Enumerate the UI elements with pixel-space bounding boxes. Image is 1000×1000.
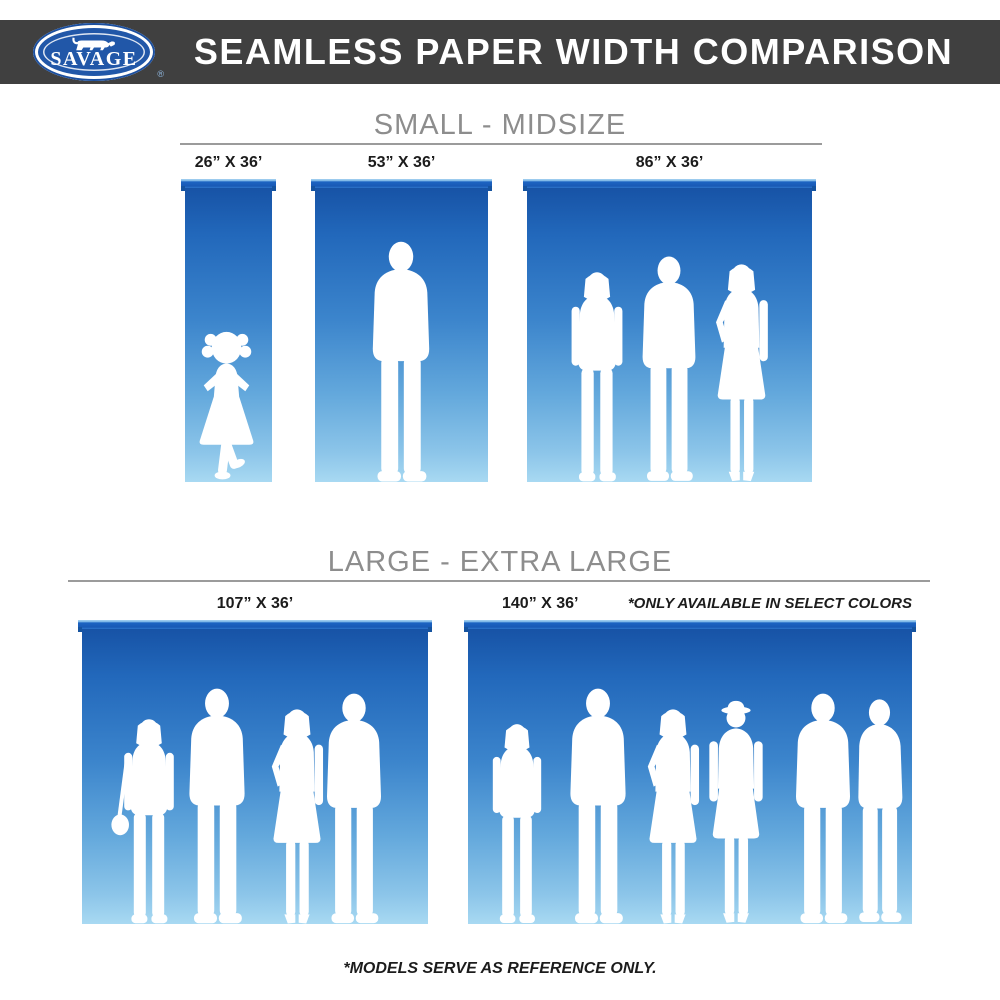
page-title: SEAMLESS PAPER WIDTH COMPARISON	[193, 31, 954, 72]
label-row-140in: 140” X 36’ *ONLY AVAILABLE IN SELECT COL…	[468, 595, 912, 613]
paper-roller-bar	[464, 620, 916, 632]
paper-roller-bar	[78, 620, 432, 632]
size-label-26in: 26” X 36’	[194, 154, 263, 171]
silhouette-group-6	[492, 688, 903, 924]
registered-mark: ®	[157, 69, 164, 79]
section-heading-small-midsize: SMALL - MIDSIZE	[373, 109, 627, 141]
section-divider	[68, 580, 930, 582]
paper-panel-140in: 140” X 36’ *ONLY AVAILABLE IN SELECT COL…	[464, 595, 916, 924]
paper-roller-bar	[311, 179, 492, 191]
savage-logo: SAVAGE ®	[33, 23, 164, 81]
size-label-86in: 86” X 36’	[635, 154, 704, 171]
paper-panel-107in: 107” X 36’	[78, 595, 432, 924]
paper-26in	[185, 188, 272, 482]
paper-panel-86in: 86” X 36’	[523, 154, 816, 482]
silhouette-group-3	[571, 256, 768, 482]
size-label-107in: 107” X 36’	[216, 595, 294, 612]
silhouette-group-4	[82, 688, 381, 924]
paper-140in	[468, 629, 912, 924]
panther-icon	[72, 37, 115, 50]
paper-roller-bar	[181, 179, 276, 191]
select-colors-note: *ONLY AVAILABLE IN SELECT COLORS	[627, 595, 912, 612]
paper-panel-26in: 26” X 36’	[181, 154, 276, 482]
paper-panel-53in: 53” X 36’	[311, 154, 492, 482]
header-bar: SAVAGE ® SEAMLESS PAPER WIDTH COMPARISON	[0, 20, 1000, 84]
section-divider	[180, 143, 822, 145]
paper-107in	[82, 629, 428, 924]
size-label-140in: 140” X 36’	[502, 595, 579, 612]
paper-86in	[527, 188, 812, 482]
size-label-53in: 53” X 36’	[367, 154, 436, 171]
section-heading-large-xl: LARGE - EXTRA LARGE	[327, 546, 673, 578]
silhouette-man	[372, 241, 430, 482]
paper-53in	[315, 188, 488, 482]
brand-name: SAVAGE	[50, 47, 138, 70]
paper-roller-bar	[523, 179, 816, 191]
models-reference-note: *MODELS SERVE AS REFERENCE ONLY.	[343, 960, 657, 977]
silhouette-girl	[199, 331, 254, 480]
